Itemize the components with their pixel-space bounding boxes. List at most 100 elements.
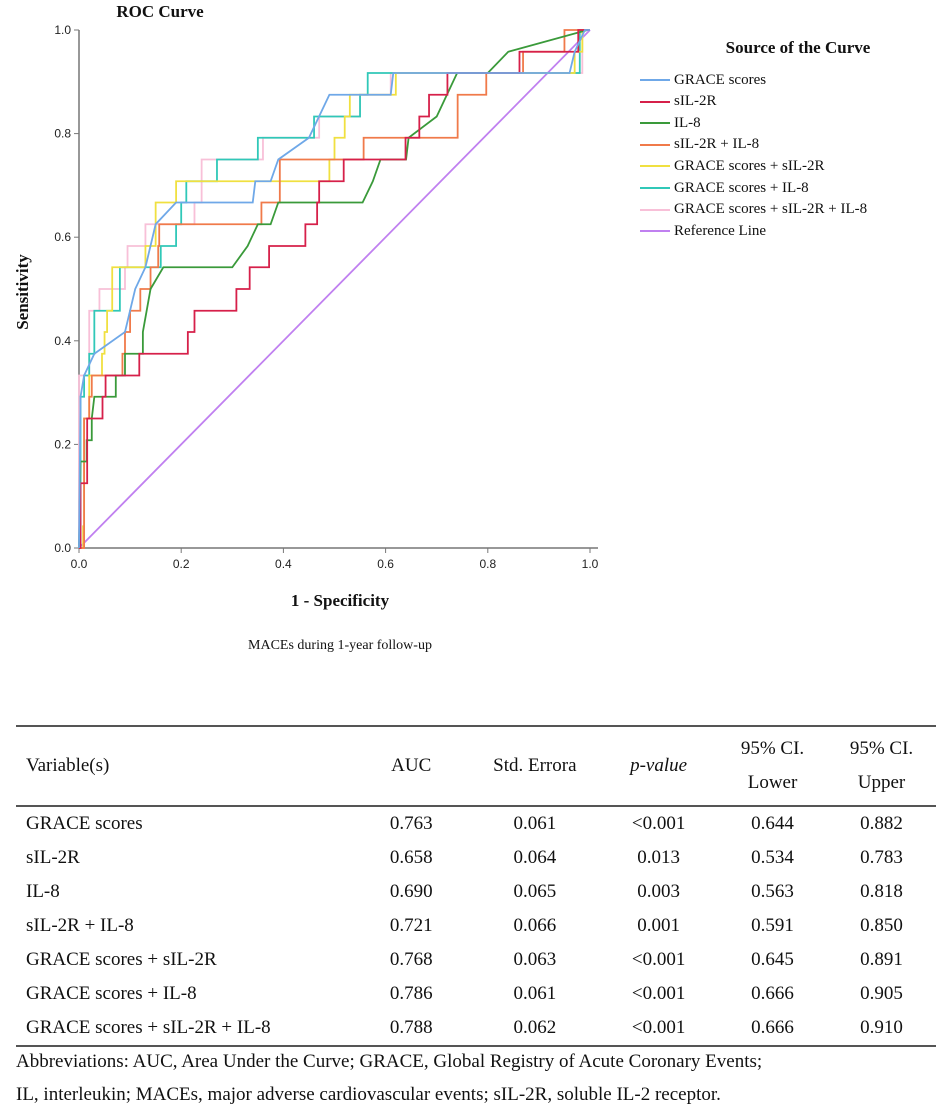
cell-auc: 0.788 (351, 1011, 471, 1047)
cell-auc: 0.786 (389, 983, 433, 1004)
auc-table: Variable(s) AUC Std. Errora p-value 95% … (16, 725, 936, 1047)
header-p-value: p-value (599, 725, 719, 807)
cell-p-value: 0.003 (637, 881, 680, 902)
legend-swatch (640, 100, 670, 103)
roc-series-sil-2r (79, 29, 590, 549)
header-ci-upper-line2: Upper (857, 772, 906, 793)
cell-std-error: 0.061 (513, 813, 557, 834)
cell-ci-lower: 0.666 (751, 983, 794, 1004)
x-tick-label: 0.2 (173, 557, 190, 571)
y-tick-label: 0.6 (54, 230, 71, 244)
cell-variable: GRACE scores + IL-8 (26, 983, 197, 1004)
cell-p-value: <0.001 (631, 949, 686, 970)
legend-title: Source of the Curve (725, 38, 871, 57)
legend-swatch (640, 187, 670, 189)
table-row: GRACE scores + sIL-2R 0.768 0.063 <0.001 0.6… (16, 943, 936, 977)
legend-swatch (640, 208, 670, 211)
legend-item: Reference Line (640, 221, 766, 241)
roc-series-il-8 (78, 29, 590, 549)
cell-p-value: <0.001 (599, 1011, 719, 1047)
cell-p-value: 0.001 (637, 915, 680, 936)
cell-variable: GRACE scores (26, 813, 143, 834)
header-ci-upper: 95% CI. Upper (827, 725, 936, 807)
legend-swatch (640, 122, 670, 125)
cell-p-value: 0.013 (637, 847, 680, 868)
legend-label: sIL-2R + IL-8 (674, 136, 760, 153)
footnote-line-1: Abbreviations: AUC, Area Under the Curve… (16, 1051, 763, 1072)
y-tick-label: 0.2 (54, 437, 71, 451)
legend-label: GRACE scores + IL-8 (674, 179, 809, 196)
cell-ci-upper: 0.910 (827, 1011, 936, 1047)
table-row: sIL-2R 0.658 0.064 0.013 0.534 0.783 (16, 841, 936, 875)
cell-ci-lower: 0.645 (751, 949, 794, 970)
cell-variable: sIL-2R (26, 847, 80, 868)
y-tick-label: 0.0 (54, 541, 71, 555)
cell-ci-upper: 0.850 (860, 915, 903, 936)
table-row: GRACE scores 0.763 0.061 <0.001 0.644 0.882 (16, 806, 936, 841)
legend-item: GRACE scores + sIL-2R + IL-8 (640, 200, 867, 220)
header-ci-lower-line1: 95% CI. (740, 738, 805, 759)
roc-chart: 0.0 0.2 0.4 0.6 0.8 1.0 0.0 0.2 0.4 0.6 0.8 1.0 (54, 23, 599, 571)
cell-variable: GRACE scores + sIL-2R + IL-8 (16, 1011, 352, 1047)
cell-auc: 0.721 (389, 915, 433, 936)
cell-auc: 0.768 (389, 949, 433, 970)
cell-ci-lower: 0.644 (751, 813, 794, 834)
cell-variable: GRACE scores + sIL-2R (26, 949, 217, 970)
cell-ci-lower: 0.534 (751, 847, 794, 868)
header-variable: Variable(s) (16, 725, 352, 807)
cell-ci-lower: 0.563 (751, 881, 794, 902)
y-tick-label: 1.0 (54, 23, 71, 37)
cell-variable: sIL-2R + IL-8 (26, 915, 134, 936)
legend-item: IL-8 (640, 113, 701, 133)
footnote-line-2: IL, interleukin; MACEs, major adverse ca… (16, 1084, 721, 1105)
cell-std-error: 0.062 (470, 1011, 600, 1047)
cell-auc: 0.690 (389, 881, 433, 902)
cell-ci-upper: 0.905 (860, 983, 903, 1004)
x-tick-label: 0.8 (479, 557, 496, 571)
y-axis-label: Sensitivity (13, 254, 32, 330)
header-std-error: Std. Errora (470, 725, 600, 807)
table-header-row: Variable(s) AUC Std. Errora p-value 95% … (16, 725, 936, 807)
legend-label: GRACE scores + sIL-2R + IL-8 (674, 201, 868, 218)
table-row: GRACE scores + IL-8 0.786 0.061 <0.001 0.666… (16, 977, 936, 1011)
chart-caption: MACEs during 1-year follow-up (248, 638, 432, 653)
x-tick-label: 1.0 (582, 557, 599, 571)
cell-auc: 0.763 (389, 813, 433, 834)
legend-label: IL-8 (674, 114, 701, 131)
roc-series-grace-scores (78, 29, 590, 549)
table-row: GRACE scores + sIL-2R + IL-8 0.788 0.062 <0… (16, 1011, 936, 1047)
cell-std-error: 0.065 (513, 881, 557, 902)
x-tick-label: 0.4 (275, 557, 292, 571)
x-tick-label: 0.6 (377, 557, 394, 571)
cell-variable: IL-8 (26, 881, 60, 902)
cell-ci-upper: 0.818 (860, 881, 903, 902)
cell-std-error: 0.066 (513, 915, 557, 936)
legend-swatch (640, 143, 670, 146)
legend-item: sIL-2R + IL-8 (640, 135, 759, 155)
x-axis-label: 1 - Specificity (290, 591, 390, 610)
roc-series-reference-line (78, 29, 591, 549)
cell-std-error: 0.063 (513, 949, 557, 970)
cell-std-error: 0.064 (513, 847, 557, 868)
legend-swatch (640, 230, 670, 233)
legend-item: GRACE scores + sIL-2R (640, 156, 825, 176)
y-tick-label: 0.8 (54, 127, 71, 141)
cell-auc: 0.658 (389, 847, 433, 868)
cell-ci-lower: 0.666 (718, 1011, 828, 1047)
legend-swatch (640, 165, 670, 168)
legend-item: sIL-2R (640, 92, 717, 112)
cell-ci-lower: 0.591 (751, 915, 794, 936)
legend-label: GRACE scores + sIL-2R (674, 157, 825, 174)
cell-p-value: <0.001 (631, 813, 686, 834)
legend-item: GRACE scores + IL-8 (640, 178, 809, 198)
cell-std-error: 0.061 (513, 983, 557, 1004)
legend-label: Reference Line (674, 222, 767, 239)
cell-ci-upper: 0.891 (860, 949, 903, 970)
cell-ci-upper: 0.882 (860, 813, 903, 834)
header-ci-lower: 95% CI. Lower (718, 725, 828, 807)
legend-label: GRACE scores (674, 71, 767, 88)
y-tick-label: 0.4 (54, 334, 71, 348)
roc-series-grace-scores-il-8 (79, 29, 590, 549)
header-auc: AUC (351, 725, 471, 807)
chart-title: ROC Curve (116, 2, 204, 21)
